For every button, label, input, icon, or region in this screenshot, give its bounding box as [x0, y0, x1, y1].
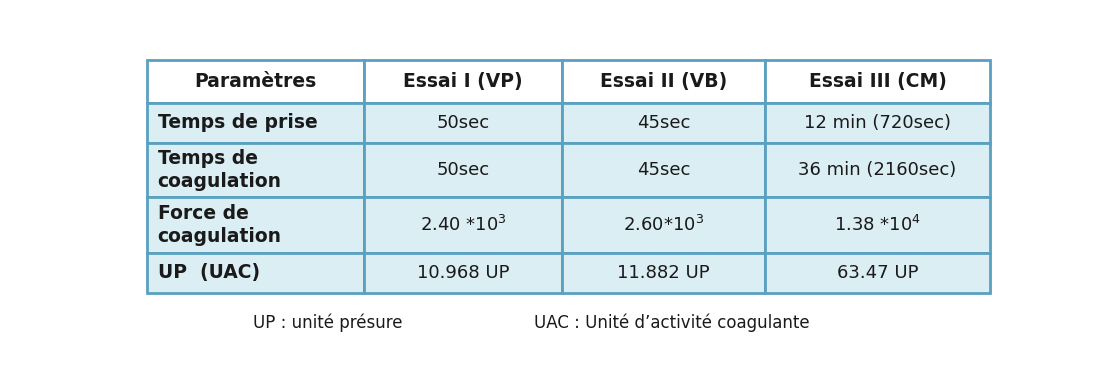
Text: UAC : Unité d’activité coagulante: UAC : Unité d’activité coagulante: [534, 313, 810, 332]
Bar: [765, 197, 990, 253]
Text: 36 min (2160sec): 36 min (2160sec): [798, 161, 957, 179]
Text: Essai III (CM): Essai III (CM): [808, 72, 947, 91]
Text: 45sec: 45sec: [637, 114, 690, 132]
Bar: [562, 60, 765, 103]
Text: 50sec: 50sec: [436, 161, 490, 179]
Bar: [364, 60, 562, 103]
Bar: [148, 253, 364, 293]
Bar: [562, 197, 765, 253]
Text: Temps de prise: Temps de prise: [158, 113, 317, 132]
Text: 63.47 UP: 63.47 UP: [837, 264, 918, 282]
Bar: [148, 197, 364, 253]
Text: 45sec: 45sec: [637, 161, 690, 179]
Text: 50sec: 50sec: [436, 114, 490, 132]
Bar: [364, 253, 562, 293]
Bar: [148, 103, 364, 143]
Bar: [562, 143, 765, 197]
Text: 1.38 *10$^{4}$: 1.38 *10$^{4}$: [834, 215, 921, 235]
Text: Temps de
coagulation: Temps de coagulation: [158, 149, 282, 191]
Text: 10.968 UP: 10.968 UP: [416, 264, 509, 282]
Text: UP : unité présure: UP : unité présure: [253, 313, 403, 332]
Bar: [765, 143, 990, 197]
Bar: [364, 103, 562, 143]
Bar: [364, 197, 562, 253]
Bar: [364, 143, 562, 197]
Text: UP  (UAC): UP (UAC): [158, 263, 260, 283]
Bar: [562, 253, 765, 293]
Text: 12 min (720sec): 12 min (720sec): [804, 114, 951, 132]
Text: 2.60*10$^{3}$: 2.60*10$^{3}$: [623, 215, 704, 235]
Text: 2.40 *10$^{3}$: 2.40 *10$^{3}$: [420, 215, 506, 235]
Bar: [562, 103, 765, 143]
Text: Force de
coagulation: Force de coagulation: [158, 204, 282, 246]
Text: Essai II (VB): Essai II (VB): [599, 72, 727, 91]
Text: 11.882 UP: 11.882 UP: [617, 264, 709, 282]
Bar: [765, 60, 990, 103]
Bar: [148, 60, 364, 103]
Bar: [765, 253, 990, 293]
Text: Paramètres: Paramètres: [194, 72, 316, 91]
Bar: [148, 143, 364, 197]
Bar: [765, 103, 990, 143]
Text: Essai I (VP): Essai I (VP): [403, 72, 523, 91]
